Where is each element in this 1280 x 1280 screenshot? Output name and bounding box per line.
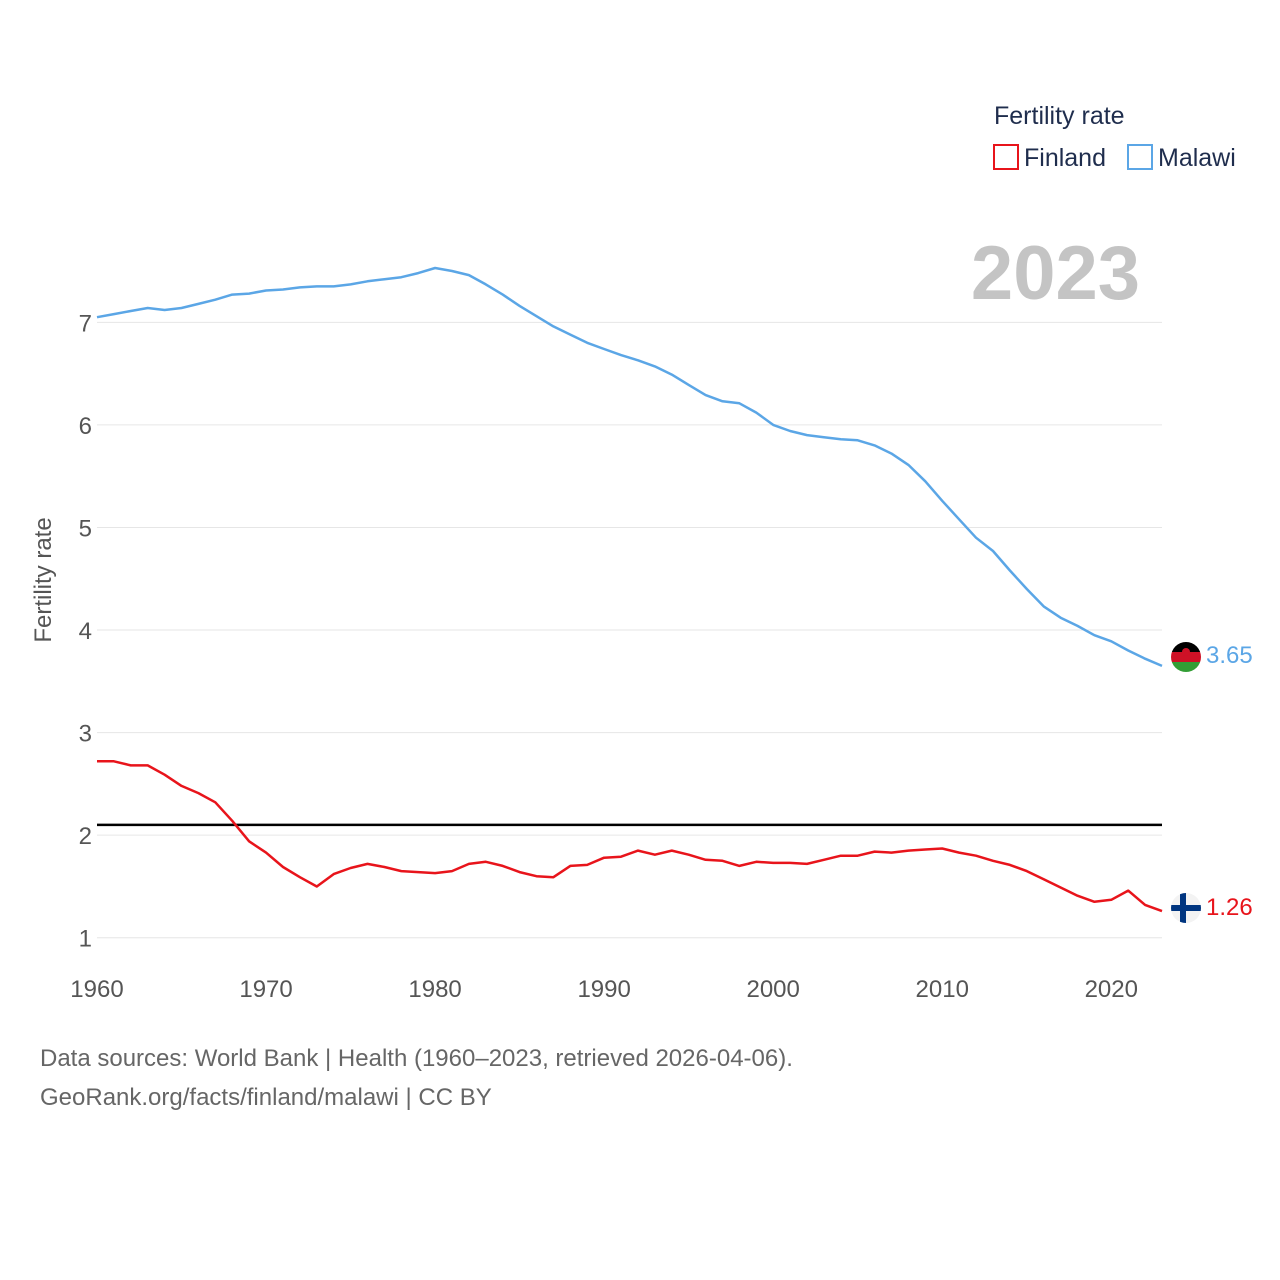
gridlines — [97, 321, 1162, 939]
y-tick-label: 5 — [79, 515, 92, 542]
series-line-finland — [97, 760, 1163, 913]
footer-credit: GeoRank.org/facts/finland/malawi | CC BY — [40, 1084, 492, 1111]
legend: Fertility rate Finland Malawi — [993, 102, 1236, 172]
x-tick-label: 2010 — [916, 976, 969, 1003]
y-tick-label: 7 — [79, 310, 92, 337]
y-tick-label: 4 — [79, 618, 92, 645]
x-tick-label: 2000 — [746, 976, 799, 1003]
year-label: 2023 — [971, 231, 1140, 316]
malawi-end-value: 3.65 — [1206, 642, 1253, 669]
x-axis-ticks: 1960 1970 1980 1990 2000 2010 2020 — [70, 976, 1138, 1003]
finland-end-value: 1.26 — [1206, 894, 1253, 921]
x-tick-label: 1980 — [408, 976, 461, 1003]
legend-swatch-malawi — [1127, 144, 1153, 170]
legend-title: Fertility rate — [994, 102, 1125, 130]
y-tick-label: 2 — [79, 823, 92, 850]
y-tick-label: 3 — [79, 721, 92, 748]
finland-flag-icon — [1171, 893, 1201, 923]
y-axis-title: Fertility rate — [30, 517, 57, 642]
x-tick-label: 1970 — [239, 976, 292, 1003]
footer-source: Data sources: World Bank | Health (1960–… — [40, 1045, 793, 1072]
x-tick-label: 1990 — [577, 976, 630, 1003]
malawi-flag-icon — [1171, 642, 1201, 672]
x-tick-label: 1960 — [70, 976, 123, 1003]
y-tick-label: 1 — [79, 926, 92, 953]
legend-label-malawi: Malawi — [1158, 144, 1236, 172]
series-lines — [96, 266, 1163, 913]
legend-swatch-finland — [993, 144, 1019, 170]
series-line-malawi — [96, 266, 1163, 668]
legend-label-finland: Finland — [1024, 144, 1106, 172]
x-tick-label: 2020 — [1085, 976, 1138, 1003]
y-axis-ticks: 1 2 3 4 5 6 7 — [79, 310, 92, 952]
y-tick-label: 6 — [79, 413, 92, 440]
